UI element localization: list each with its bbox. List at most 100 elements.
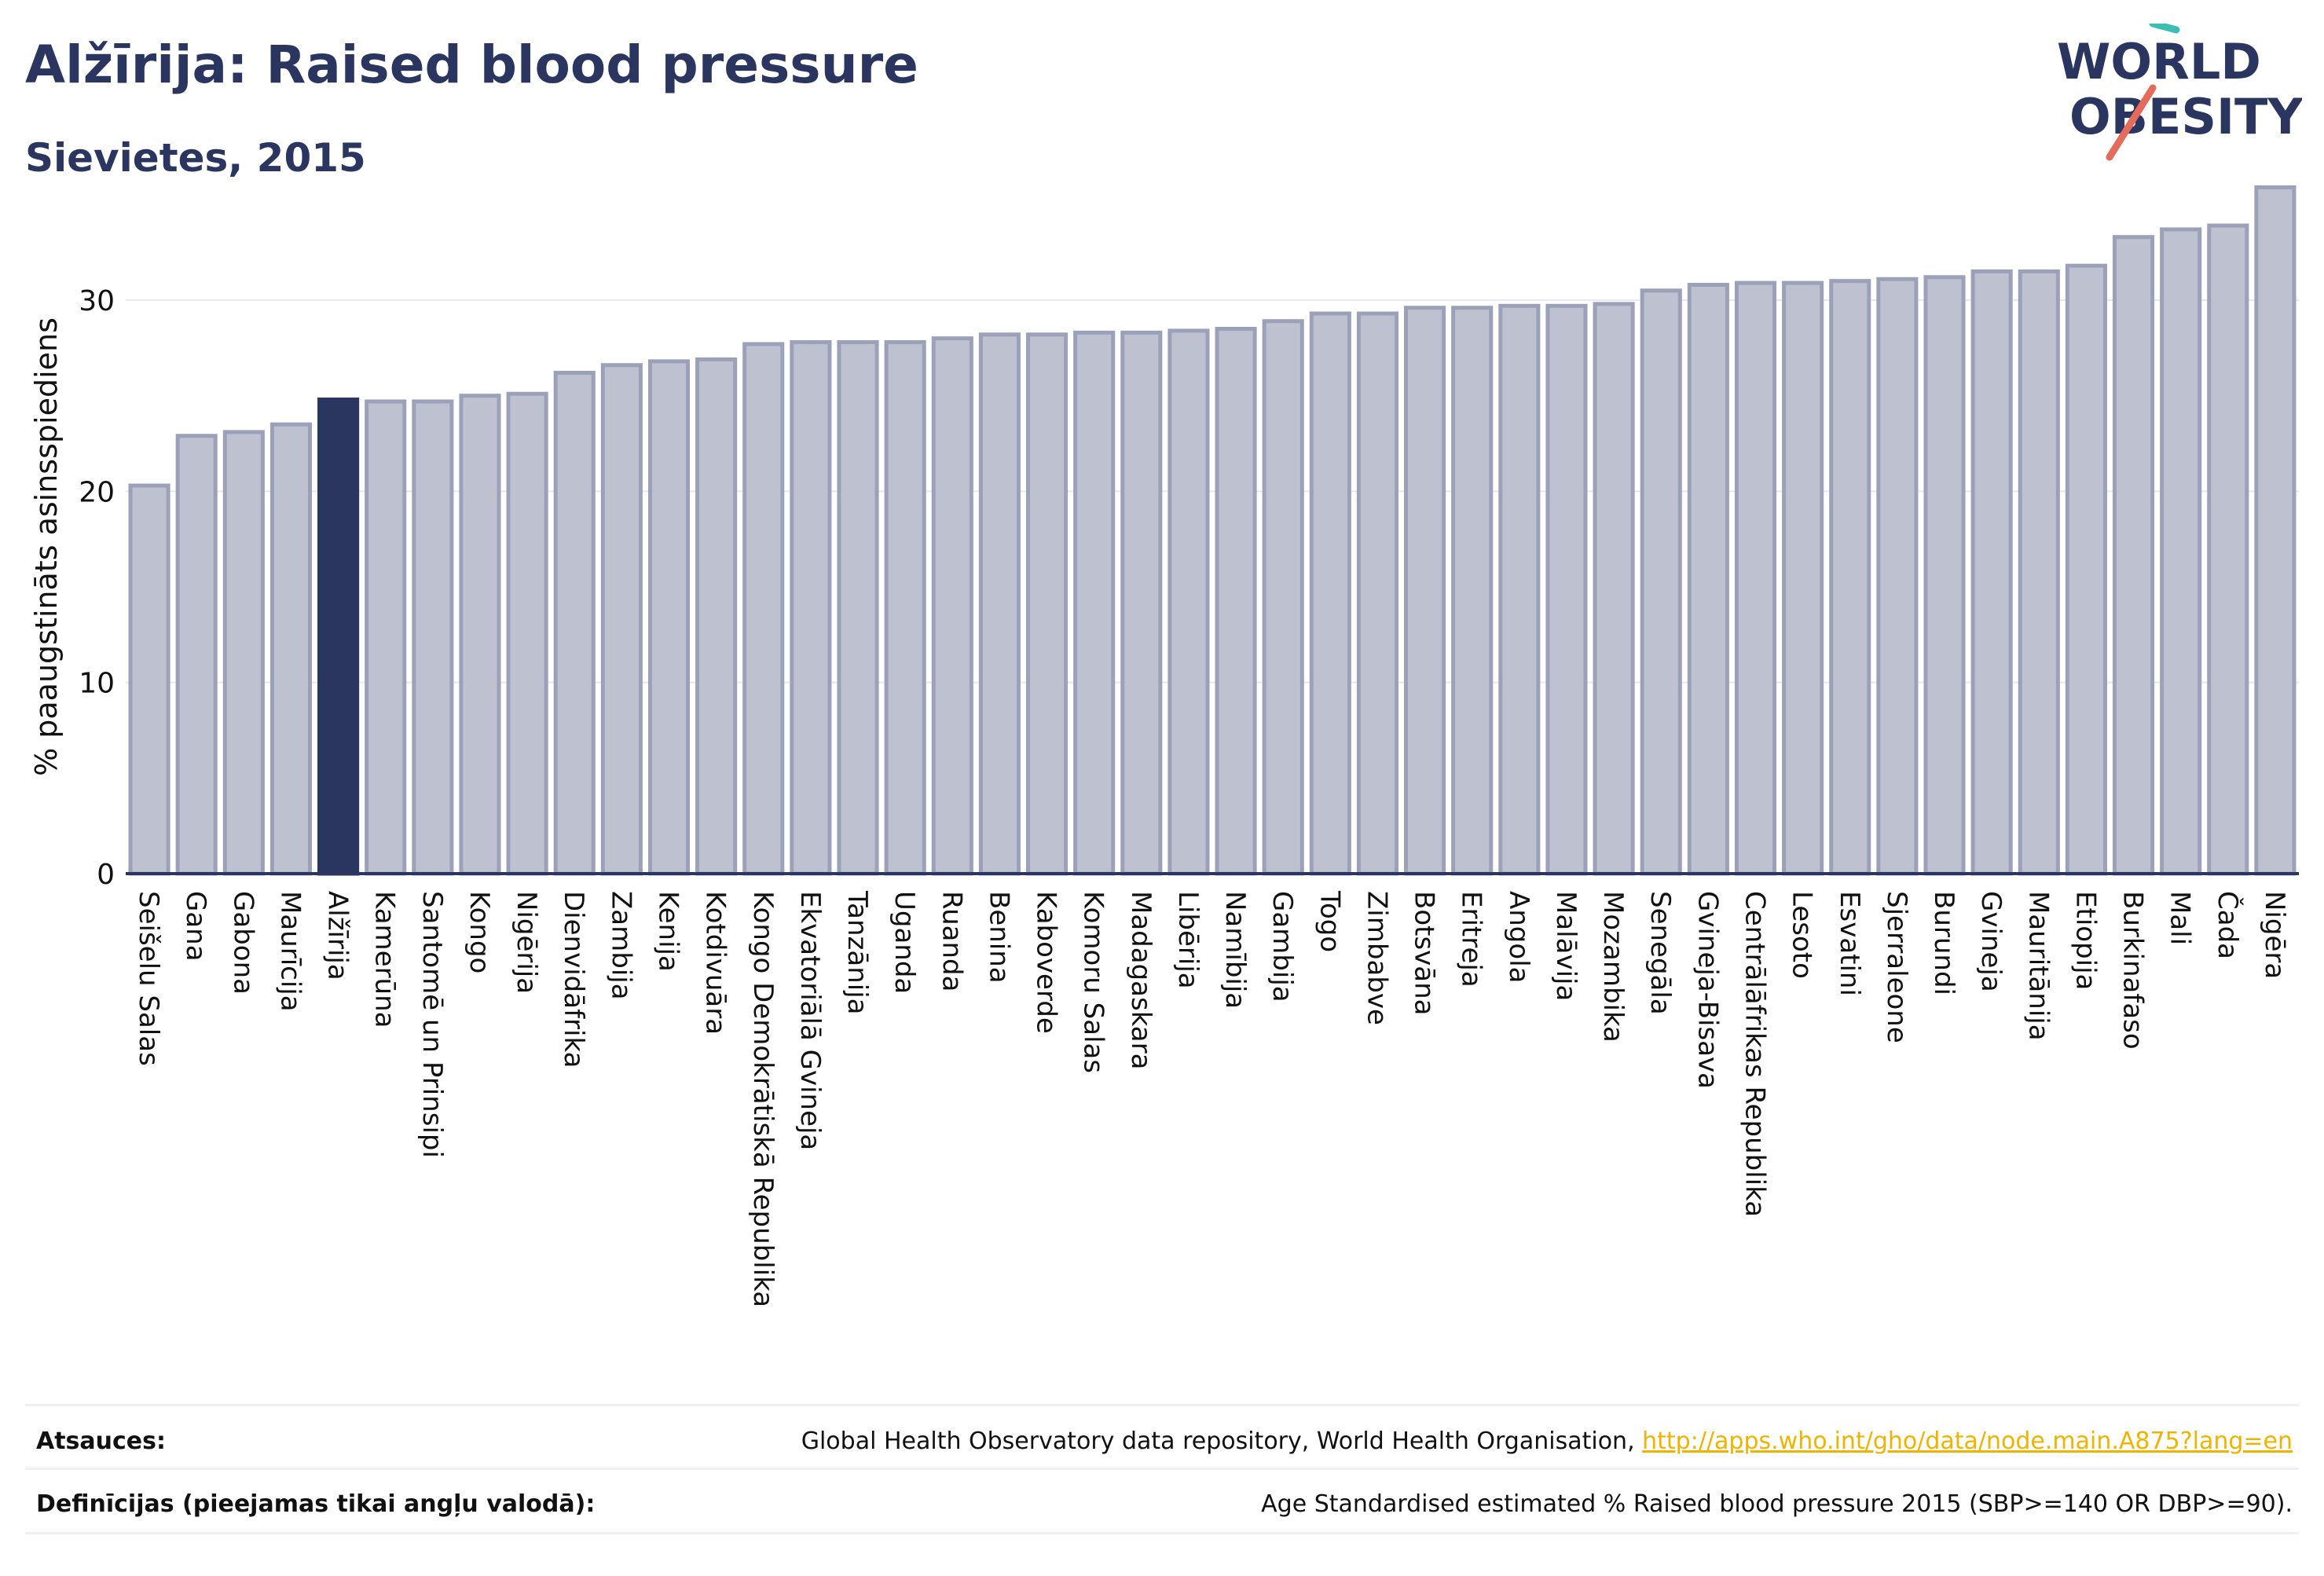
page-subtitle: Sievietes, 2015	[25, 135, 366, 181]
y-tick-label: 20	[79, 476, 115, 508]
y-tick-label: 0	[97, 859, 115, 891]
x-tick-label: Nigēra	[2259, 891, 2290, 979]
bar-29	[1498, 303, 1541, 876]
x-tick-label: Ekvatoriālā Gvineja	[794, 891, 826, 1150]
x-tick-label: Kenija	[653, 891, 684, 972]
bar-42	[2112, 235, 2155, 876]
bar-25	[1309, 311, 1351, 876]
bar-36	[1829, 279, 1871, 876]
x-tick-label: Dienvidāfrika	[558, 891, 589, 1068]
sources-description: Global Health Observatory data repositor…	[801, 1428, 1643, 1455]
bar-40	[2018, 269, 2060, 876]
x-tick-label: Esvatini	[1834, 891, 1865, 996]
x-tick-labels: Seišelu Salas Gana Gabona Maurīcija Alžīrija…	[133, 890, 2290, 1307]
bar-7	[459, 394, 501, 876]
x-tick-label: Kotdivuāra	[700, 891, 731, 1035]
y-tick-label: 30	[79, 285, 115, 317]
x-tick-label: Zambija	[605, 891, 636, 1000]
bar-12	[695, 357, 738, 876]
x-tick-label: Centrālāfrikas Republika	[1739, 891, 1771, 1217]
bar-11	[647, 359, 691, 876]
x-tick-label: Čada	[2212, 891, 2244, 959]
bars	[126, 185, 2299, 876]
y-axis-label: % paaugstināts asinsspiediens	[29, 317, 64, 776]
x-tick-label: Namībija	[1219, 891, 1251, 1009]
bar-19	[1025, 332, 1069, 876]
bar-35	[1782, 280, 1824, 876]
bar-0	[128, 483, 170, 876]
x-tick-label: Mauritānija	[2022, 891, 2054, 1041]
bar-5	[365, 399, 407, 876]
logo-slash-teal-icon	[2149, 24, 2180, 34]
bar-9	[553, 370, 596, 876]
x-tick-label: Angola	[1503, 891, 1534, 983]
x-tick-label: Etiopija	[2069, 891, 2101, 990]
x-tick-label: Zimbabve	[1361, 891, 1392, 1025]
bar-32	[1640, 288, 1682, 876]
x-tick-label: Burkinafaso	[2117, 891, 2149, 1050]
bar-30	[1545, 303, 1588, 876]
x-tick-label: Botsvāna	[1409, 891, 1440, 1016]
bar-8	[506, 391, 548, 876]
logo-line2: OBESITY	[2069, 88, 2302, 145]
x-tick-label: Togo	[1314, 890, 1345, 952]
footer-divider-bottom	[25, 1532, 2299, 1534]
bar-34	[1734, 280, 1777, 876]
x-tick-label: Kamerūna	[369, 891, 401, 1028]
x-tick-label: Maurīcija	[274, 891, 306, 1012]
bar-10	[600, 363, 643, 876]
x-tick-label: Alžīrija	[322, 891, 354, 980]
x-tick-label: Kaboverde	[1031, 891, 1062, 1034]
definitions-text: Age Standardised estimated % Raised bloo…	[1261, 1490, 2293, 1518]
bar-3	[269, 422, 313, 876]
sources-text: Global Health Observatory data repositor…	[801, 1428, 2293, 1455]
bar-18	[978, 332, 1021, 876]
x-tick-label: Gvineja	[1975, 891, 2007, 992]
x-tick-label: Malāvija	[1550, 891, 1582, 1001]
bar-4	[317, 398, 360, 876]
bar-26	[1356, 311, 1399, 876]
bar-1	[175, 434, 218, 876]
bar-43	[2160, 227, 2202, 876]
footer-divider-middle	[25, 1468, 2299, 1470]
bar-39	[1970, 269, 2013, 876]
bar-17	[931, 336, 973, 876]
logo-line1: WORLD	[2057, 33, 2261, 90]
bar-15	[837, 340, 879, 876]
sources-label: Atsauces:	[36, 1428, 166, 1455]
bar-33	[1687, 283, 1729, 876]
bar-37	[1876, 277, 1919, 876]
x-tick-label: Kongo	[464, 891, 495, 973]
y-tick-labels: 0 10 20 30	[79, 285, 115, 891]
x-tick-label: Uganda	[889, 891, 920, 994]
x-tick-label: Gambija	[1266, 891, 1298, 1002]
bar-28	[1451, 306, 1494, 876]
x-tick-label: Benina	[983, 891, 1014, 984]
bar-6	[412, 399, 454, 876]
bar-24	[1262, 319, 1304, 876]
x-tick-label: Nigērija	[511, 891, 542, 994]
x-tick-label: Eritreja	[1456, 891, 1487, 988]
world-obesity-logo: WORLD OBESITY	[2057, 24, 2302, 161]
logo-slash-coral-icon	[2106, 84, 2157, 161]
x-tick-label: Tanzānija	[841, 890, 873, 1014]
bar-27	[1404, 306, 1446, 876]
bar-44	[2207, 223, 2249, 876]
definitions-label: Definīcijas (pieejamas tikai angļu valod…	[36, 1490, 596, 1518]
x-tick-label: Sjerraleone	[1881, 891, 1912, 1043]
x-tick-label: Burundi	[1928, 891, 1959, 995]
x-tick-label: Gvineja-Bisava	[1692, 891, 1723, 1089]
bar-14	[790, 340, 832, 876]
x-tick-label: Gana	[180, 891, 211, 962]
bar-22	[1167, 328, 1210, 876]
sources-link[interactable]: http://apps.who.int/gho/data/node.main.A…	[1642, 1428, 2293, 1455]
bar-31	[1593, 302, 1635, 876]
bar-21	[1120, 330, 1163, 876]
x-tick-label: Mali	[2165, 891, 2196, 945]
bar-23	[1215, 327, 1257, 876]
bar-41	[2065, 263, 2107, 876]
bar-38	[1923, 275, 1966, 876]
bar-2	[222, 430, 265, 876]
bar-chart: Seišelu Salas Gana Gabona Maurīcija Alžīrija…	[29, 185, 2299, 1307]
x-tick-label: Komoru Salas	[1078, 891, 1109, 1073]
